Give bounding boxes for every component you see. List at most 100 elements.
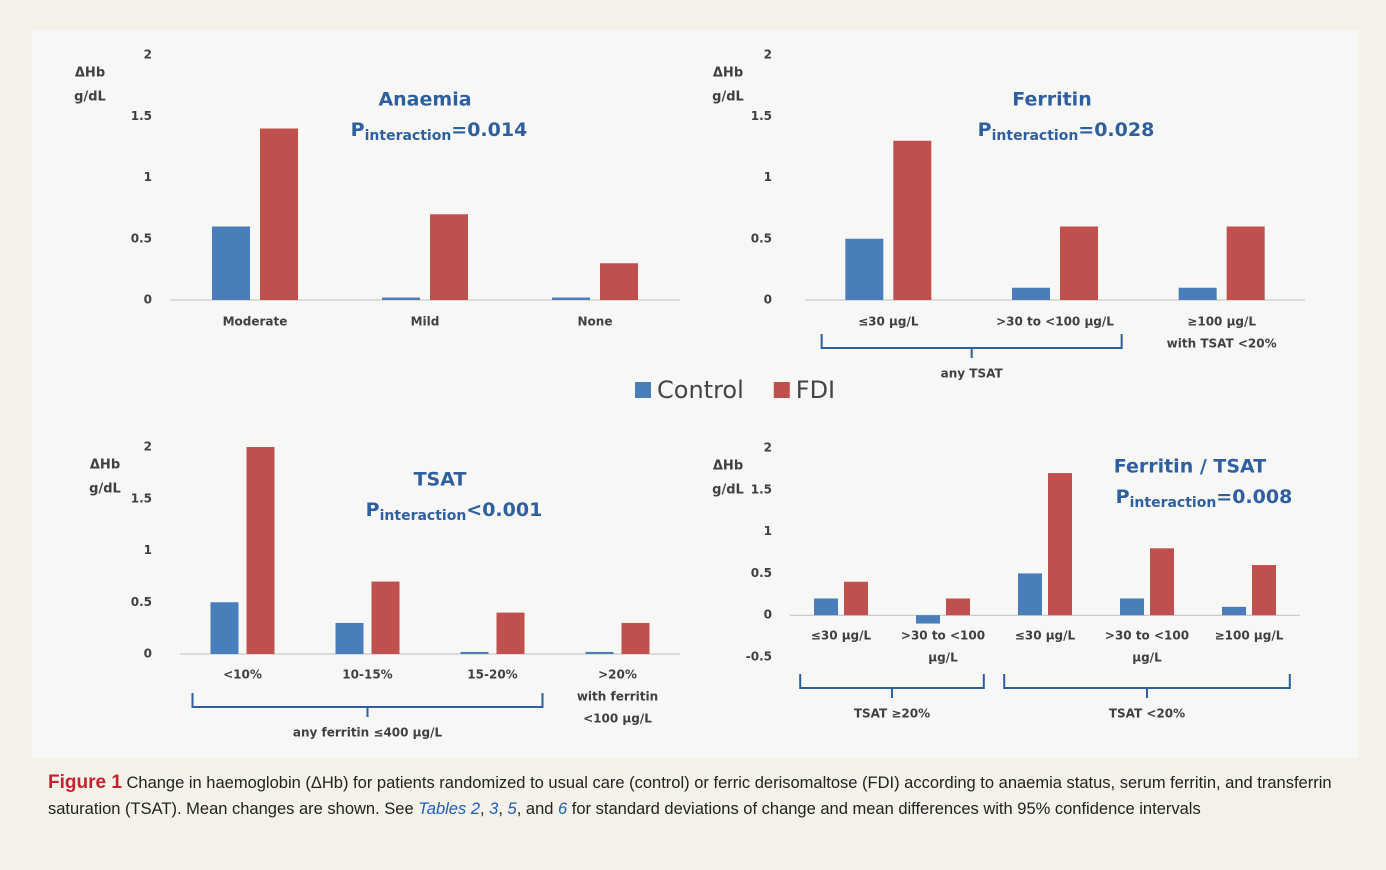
y-axis-label: ΔHb <box>713 459 743 474</box>
group-label: TSAT ≥20% <box>854 707 930 721</box>
table-reference[interactable]: 6 <box>558 800 568 818</box>
bar <box>1012 287 1050 300</box>
bar <box>1120 598 1144 616</box>
p-value: =0.028 <box>1078 119 1154 141</box>
group-bracket <box>799 674 985 698</box>
caption-text: for standard deviations of change and me… <box>567 800 1201 818</box>
x-tick-label: ≤30 µg/L <box>1015 629 1076 643</box>
x-tick-label: >30 to <100 <box>1105 629 1189 643</box>
p-subscript: interaction <box>365 128 452 144</box>
bar <box>621 622 650 654</box>
bar <box>1222 606 1246 616</box>
p-symbol: P <box>351 119 365 141</box>
p-value: <0.001 <box>466 499 542 521</box>
bar <box>496 612 525 654</box>
figure-caption: Figure 1 Change in haemoglobin (ΔHb) for… <box>48 770 1348 822</box>
x-tick-label: Mild <box>411 315 440 329</box>
y-tick-label: 0 <box>144 293 152 307</box>
y-axis-label: ΔHb <box>713 66 743 81</box>
bar <box>946 598 970 616</box>
bar <box>212 226 250 300</box>
bar <box>552 297 590 300</box>
bar <box>585 651 614 654</box>
bar <box>1178 287 1217 300</box>
x-tick-label: with ferritin <box>577 690 658 704</box>
legend-label: FDI <box>796 376 835 404</box>
x-tick-label: Moderate <box>223 315 288 329</box>
bar <box>1252 565 1276 616</box>
p-annotation: Pinteraction<0.001 <box>366 499 543 525</box>
group-bracket <box>820 334 1123 358</box>
y-tick-label: 2 <box>764 441 772 455</box>
x-tick-label: >30 to <100 µg/L <box>996 315 1114 329</box>
bar <box>246 447 275 654</box>
x-tick-label: >20% <box>598 668 637 682</box>
bar <box>1048 473 1072 616</box>
x-tick-label: >30 to <100 <box>901 629 985 643</box>
x-tick-label: 15-20% <box>467 668 517 682</box>
p-subscript: interaction <box>380 508 467 524</box>
x-tick-label: ≥100 µg/L <box>1187 315 1256 329</box>
legend-label: Control <box>657 376 744 404</box>
p-annotation: Pinteraction=0.028 <box>978 119 1155 145</box>
bar <box>335 622 364 654</box>
caption-text: , and <box>516 800 559 818</box>
y-tick-label: 0.5 <box>751 231 772 245</box>
group-label: any ferritin ≤400 µg/L <box>293 726 443 740</box>
y-tick-label: 1.5 <box>751 109 772 123</box>
y-tick-label: 1.5 <box>751 482 772 496</box>
legend-swatch <box>635 382 651 398</box>
y-tick-label: 2 <box>144 48 152 62</box>
y-tick-label: 0.5 <box>751 566 772 580</box>
bar <box>1150 548 1174 616</box>
bar <box>260 128 298 300</box>
y-tick-label: 1 <box>764 524 772 538</box>
table-reference[interactable]: 5 <box>507 800 517 818</box>
y-tick-label: 0 <box>144 647 152 661</box>
p-annotation: Pinteraction=0.008 <box>1116 486 1293 512</box>
group-label: TSAT <20% <box>1109 707 1185 721</box>
p-value: =0.014 <box>451 119 527 141</box>
y-tick-label: 2 <box>144 440 152 454</box>
x-tick-label: µg/L <box>928 651 958 665</box>
table-reference[interactable]: Tables 2 <box>418 800 480 818</box>
bar <box>916 615 940 624</box>
x-tick-label: ≤30 µg/L <box>858 315 919 329</box>
y-axis-label: g/dL <box>712 90 744 105</box>
table-reference[interactable]: 3 <box>489 800 499 818</box>
p-subscript: interaction <box>1130 495 1217 511</box>
p-symbol: P <box>978 119 992 141</box>
y-tick-label: 0 <box>764 608 772 622</box>
bar <box>1226 226 1265 300</box>
y-axis-label: g/dL <box>712 483 744 498</box>
p-value: =0.008 <box>1216 486 1292 508</box>
bar <box>600 263 638 300</box>
bar <box>430 214 468 300</box>
x-tick-label: 10-15% <box>342 668 392 682</box>
chart-title: Ferritin / TSAT <box>1114 456 1267 478</box>
y-tick-label: 0.5 <box>131 595 152 609</box>
caption-text: Change in haemoglobin (ΔHb) for patients… <box>48 774 1332 818</box>
p-symbol: P <box>366 499 380 521</box>
legend-swatch <box>773 382 790 398</box>
p-symbol: P <box>1116 486 1130 508</box>
x-tick-label: ≥100 µg/L <box>1215 629 1284 643</box>
x-tick-label: None <box>578 315 613 329</box>
y-axis-label: ΔHb <box>90 458 120 473</box>
figure: Control FDI ΔHb g/dL 0 0.5 1 1.5 2 Anaemia Pintera… <box>74 48 1305 740</box>
x-tick-label: µg/L <box>1132 651 1162 665</box>
bar <box>371 581 400 654</box>
y-tick-label: -0.5 <box>746 650 772 664</box>
y-tick-label: 1.5 <box>131 109 152 123</box>
chart-title: TSAT <box>414 469 467 491</box>
caption-text: , <box>498 800 508 818</box>
caption-text: , <box>480 800 490 818</box>
bar <box>844 581 868 616</box>
bar <box>210 602 239 654</box>
x-tick-label: <100 µg/L <box>583 712 652 726</box>
bar <box>460 651 489 654</box>
caption-label: Figure 1 <box>48 772 122 793</box>
y-tick-label: 1 <box>144 170 152 184</box>
y-tick-label: 1.5 <box>131 491 152 505</box>
